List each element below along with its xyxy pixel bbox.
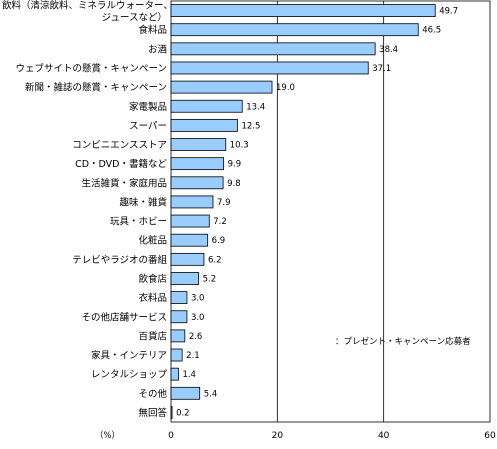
bar-value-label: 3.0 (191, 294, 205, 304)
bar (170, 272, 200, 285)
bar-value-label: 19.0 (276, 83, 295, 93)
bar (170, 42, 376, 56)
bar-value-label: 1.4 (182, 370, 196, 380)
category-label: ウェブサイトの懸賞・キャンペーン (15, 62, 167, 74)
bar-value-label: 13.4 (246, 102, 265, 112)
bar-value-label: 37.1 (372, 64, 391, 74)
category-label: ジュースなど） (102, 12, 167, 24)
tick-label-layer: 0 20 40 60 (168, 431, 496, 441)
category-label: お酒 (148, 44, 168, 55)
bar-value-label: 7.9 (217, 198, 231, 208)
bar (170, 157, 225, 171)
category-label: テレビやラジオの番組 (72, 254, 167, 266)
x-tick-label: 0 (168, 431, 174, 441)
bar (170, 176, 224, 190)
bar (170, 252, 205, 266)
bar-value-label: 6.2 (208, 255, 222, 265)
category-label: レンタルショップ (91, 370, 168, 381)
category-label: 趣味・雑貨 (119, 196, 167, 208)
x-tick-label: 60 (484, 431, 496, 441)
value-label-layer: 49.7 46.5 38.4 37.1 19.0 13.4 12.5 10.3 9.9 9.8 7.… (176, 7, 458, 419)
category-label: CD・DVD・書籍など (75, 158, 167, 170)
category-label: 無回答 (138, 407, 167, 419)
bar (170, 138, 227, 151)
bar (170, 61, 369, 75)
plot-frame (170, 0, 491, 423)
category-label: 飲食店 (138, 273, 167, 285)
bar (170, 99, 243, 113)
legend-annotation: ：プレゼント・キャンペーン応募者 (335, 336, 471, 347)
category-label: その他 (138, 388, 167, 400)
bar (170, 4, 436, 17)
bar-value-label: 5.2 (203, 274, 217, 284)
category-label: その他店舗サービス (81, 311, 167, 323)
bar (170, 329, 186, 343)
bar-value-label: 9.8 (227, 179, 241, 189)
bar-value-label: 10.3 (230, 141, 249, 151)
category-label: 食料品 (138, 24, 167, 36)
bar-layer (170, 4, 436, 419)
bar-value-label: 3.0 (191, 313, 205, 323)
category-label: コンビニエンスストア (72, 140, 167, 151)
bar-value-label: 49.7 (439, 7, 458, 17)
bar (170, 291, 188, 305)
category-label: 家具・インテリア (91, 350, 167, 362)
bar (170, 348, 183, 362)
bar-value-label: 2.1 (186, 351, 200, 361)
bar-value-label: 0.2 (176, 408, 190, 418)
bar-value-label: 46.5 (422, 26, 441, 36)
bar-value-label: 12.5 (241, 121, 260, 131)
bar (170, 214, 210, 228)
bar (170, 386, 201, 400)
category-label: 生活雑貨・家庭用品 (81, 177, 167, 189)
bar-value-label: 2.6 (189, 332, 203, 342)
bar-value-label: 6.9 (212, 236, 226, 246)
category-label: 玩具・ホビー (110, 217, 167, 228)
category-label: 衣料品 (138, 292, 167, 304)
bar (170, 367, 179, 381)
category-label: 新聞・雑誌の懸賞・キャンペーン (25, 82, 167, 94)
category-label: 百貨店 (138, 330, 167, 342)
category-label-layer: 飲料（清涼飲料、ミネラルウォーター、ジュースなど）食料品お酒ウェブサイトの懸賞・… (2, 0, 173, 419)
bar-value-label: 7.2 (213, 217, 227, 227)
bar-value-label: 5.4 (204, 389, 218, 399)
bar (170, 118, 238, 132)
x-axis-unit-label: （%） (95, 430, 120, 441)
x-tick-label: 20 (272, 431, 284, 441)
bar-value-label: 9.9 (228, 160, 242, 170)
bar-value-label: 38.4 (379, 45, 398, 55)
category-label: 家電製品 (129, 101, 167, 113)
bar (170, 310, 188, 324)
bar (170, 80, 273, 94)
bar (170, 233, 209, 247)
bar (170, 195, 214, 209)
x-tick-label: 40 (378, 431, 390, 441)
category-label: スーパー (129, 121, 167, 132)
category-label: 化粧品 (138, 235, 167, 247)
bar (170, 23, 419, 37)
category-label: 飲料（清涼飲料、ミネラルウォーター、 (2, 0, 173, 12)
bar (170, 406, 173, 419)
